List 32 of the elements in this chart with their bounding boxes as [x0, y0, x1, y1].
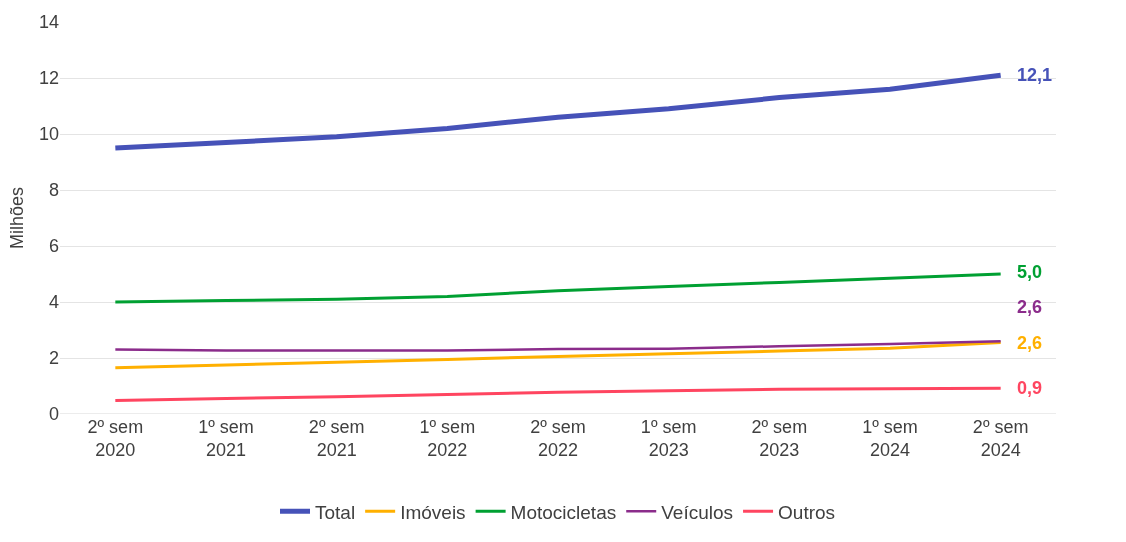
- legend-label: Outros: [778, 501, 836, 523]
- data-label: 2,6: [1017, 333, 1043, 353]
- y-axis-title: Milhões: [7, 186, 28, 250]
- x-tick-label: 1º sem 2023: [640, 417, 697, 461]
- x-tick-label: 1º sem 2024: [862, 417, 918, 461]
- y-tick-label: 4: [48, 292, 59, 313]
- x-tick-label: 2º sem 2024: [972, 417, 1029, 461]
- x-tick-label: 1º sem 2022: [419, 417, 476, 461]
- legend-label: Veículos: [661, 501, 734, 523]
- x-tick-label: 2º sem 2020: [87, 417, 144, 461]
- y-tick-label: 10: [38, 124, 59, 145]
- line-series: [113, 272, 1003, 304]
- y-tick-label: 2: [48, 348, 59, 369]
- x-tick-label: 2º sem 2023: [751, 417, 808, 461]
- y-tick-label: 14: [38, 12, 59, 33]
- y-tick-label: 6: [48, 236, 59, 257]
- legend-label: Total: [315, 501, 356, 523]
- data-label: 12,1: [1017, 65, 1053, 85]
- y-tick-label: 8: [48, 180, 59, 201]
- data-label: 5,0: [1017, 262, 1043, 282]
- y-tick-label: 12: [38, 68, 59, 89]
- line-series: [113, 341, 1003, 370]
- data-label: 0,9: [1017, 378, 1043, 398]
- y-tick-label: 0: [48, 404, 59, 425]
- x-tick-label: 1º sem 2021: [198, 417, 254, 461]
- data-label: 2,6: [1017, 297, 1043, 317]
- line-series: [113, 386, 1003, 403]
- x-tick-label: 2º sem 2022: [530, 417, 586, 461]
- x-tick-label: 2º sem 2021: [308, 417, 365, 461]
- legend-label: Motocicletas: [510, 501, 617, 523]
- line-series: [114, 339, 1002, 352]
- legend-label: Imóveis: [400, 501, 466, 523]
